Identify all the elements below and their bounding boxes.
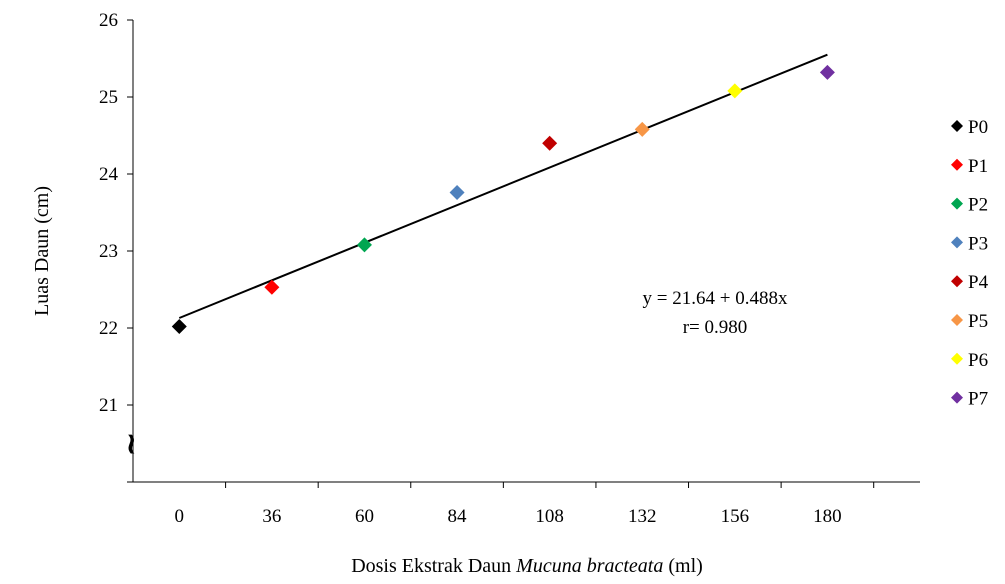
- data-point-p2: [356, 237, 372, 253]
- axis-break-icon: ~: [114, 431, 149, 456]
- x-axis-title-suffix: (ml): [663, 555, 702, 577]
- data-point-p4: [542, 135, 558, 151]
- axis-break-glyph: ~: [114, 431, 149, 456]
- legend-marker-p2: [951, 197, 963, 210]
- x-tick-label: 36: [262, 506, 281, 527]
- x-tick-label: 108: [535, 506, 564, 527]
- trendline: [178, 53, 828, 319]
- x-tick-label: 180: [813, 506, 842, 527]
- x-tick-label: 156: [721, 506, 750, 527]
- legend-label-p1: P1: [968, 156, 988, 177]
- data-point-p3: [449, 184, 465, 200]
- data-point-p7: [819, 64, 835, 80]
- legend-marker-p1: [951, 158, 963, 171]
- legend-label-p0: P0: [968, 117, 988, 138]
- x-ticks: 0 36 60 84 108 132 156 180: [175, 482, 875, 527]
- y-tick-label: 26: [99, 10, 118, 31]
- legend-label-p2: P2: [968, 195, 988, 216]
- x-tick-label: 60: [355, 506, 374, 527]
- legend-label-p4: P4: [968, 272, 989, 293]
- x-axis-title-species: Mucuna bracteata: [515, 555, 663, 577]
- legend-marker-p3: [951, 236, 963, 249]
- data-point-p1: [264, 279, 280, 295]
- legend-marker-p5: [951, 314, 963, 326]
- regression-equation: y = 21.64 + 0.488x: [643, 288, 788, 309]
- legend-marker-p6: [951, 352, 963, 365]
- legend-marker-p4: [951, 275, 963, 288]
- axes: [132, 20, 920, 483]
- y-axis-title: Luas Daun (cm): [31, 186, 53, 316]
- y-ticks: 21 22 23 24 25 26: [99, 10, 133, 483]
- legend-marker-p7: [951, 391, 963, 404]
- y-tick-label: 22: [99, 318, 118, 339]
- x-tick-label: 0: [175, 506, 185, 527]
- x-tick-label: 84: [448, 506, 468, 527]
- x-tick-label: 132: [628, 506, 657, 527]
- legend-label-p6: P6: [968, 350, 988, 371]
- regression-annotation: y = 21.64 + 0.488x r= 0.980: [643, 288, 788, 338]
- data-point-p0: [171, 318, 187, 334]
- y-tick-label: 21: [99, 395, 118, 416]
- x-axis-title: Dosis Ekstrak Daun Mucuna bracteata (ml): [351, 555, 703, 577]
- data-point-p5: [634, 121, 650, 137]
- y-tick-label: 25: [99, 87, 118, 108]
- legend-label-p5: P5: [968, 311, 988, 332]
- trendline-group: [178, 53, 828, 319]
- x-axis-title-prefix: Dosis Ekstrak Daun: [351, 555, 516, 577]
- legend-label-p3: P3: [968, 233, 988, 254]
- data-points: [171, 64, 835, 334]
- correlation-coefficient: r= 0.980: [683, 317, 748, 338]
- data-point-p6: [727, 83, 743, 99]
- legend-marker-p0: [951, 120, 963, 132]
- y-tick-label: 24: [99, 164, 119, 185]
- legend: P0 P1 P2 P3 P4 P5 P6 P7: [951, 117, 989, 410]
- legend-label-p7: P7: [968, 389, 988, 410]
- y-tick-label: 23: [99, 241, 118, 262]
